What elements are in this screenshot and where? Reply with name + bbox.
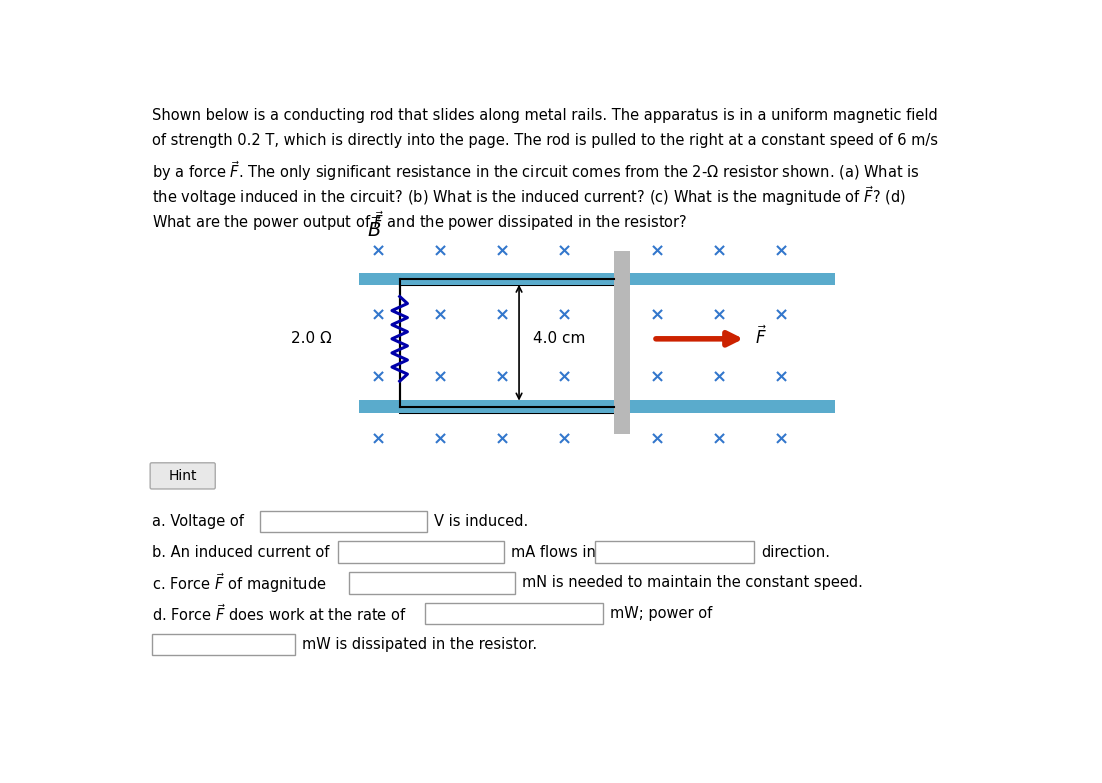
- Text: ×: ×: [649, 368, 665, 386]
- Text: ×: ×: [370, 430, 386, 448]
- Text: ×: ×: [495, 243, 509, 261]
- Text: ×: ×: [495, 307, 509, 325]
- Text: ×: ×: [495, 430, 509, 448]
- Text: 4.0 cm: 4.0 cm: [533, 331, 585, 346]
- Text: $\vec{F}$: $\vec{F}$: [756, 325, 767, 348]
- Text: ×: ×: [712, 307, 726, 325]
- Text: mW; power of: mW; power of: [611, 606, 713, 621]
- Text: ×: ×: [649, 307, 665, 325]
- FancyBboxPatch shape: [150, 463, 215, 489]
- Text: b. An induced current of: b. An induced current of: [152, 545, 329, 560]
- Text: ×: ×: [370, 307, 386, 325]
- Text: ×: ×: [370, 243, 386, 261]
- Text: ×: ×: [432, 430, 447, 448]
- Text: of strength 0.2 T, which is directly into the page. The rod is pulled to the rig: of strength 0.2 T, which is directly int…: [152, 133, 938, 148]
- Text: Shown below is a conducting rod that slides along metal rails. The apparatus is : Shown below is a conducting rod that sli…: [152, 108, 938, 123]
- Bar: [152, 633, 295, 655]
- Text: ×: ×: [432, 307, 447, 325]
- Text: ×: ×: [712, 243, 726, 261]
- Text: ×: ×: [557, 368, 572, 386]
- Text: ×: ×: [649, 430, 665, 448]
- Text: ×: ×: [432, 368, 447, 386]
- Text: ×: ×: [557, 307, 572, 325]
- Text: the voltage induced in the circuit? (b) What is the induced current? (c) What is: the voltage induced in the circuit? (b) …: [152, 184, 906, 208]
- Text: 2.0 Ω: 2.0 Ω: [291, 331, 332, 346]
- Text: ×: ×: [712, 430, 726, 448]
- Text: ×: ×: [557, 430, 572, 448]
- Text: What are the power output of $\vec{F}$ and the power dissipated in the resistor?: What are the power output of $\vec{F}$ a…: [152, 210, 688, 233]
- Text: V is induced.: V is induced.: [434, 514, 528, 529]
- Text: a. Voltage of: a. Voltage of: [152, 514, 244, 529]
- Text: by a force $\vec{F}$. The only significant resistance in the circuit comes from : by a force $\vec{F}$. The only significa…: [152, 159, 919, 182]
- Text: Select an answer  ⌄: Select an answer ⌄: [612, 546, 738, 558]
- Bar: [358, 400, 835, 413]
- Text: ×: ×: [774, 307, 789, 325]
- Text: ×: ×: [495, 368, 509, 386]
- Text: ×: ×: [774, 243, 789, 261]
- Bar: [615, 251, 630, 435]
- Text: direction.: direction.: [761, 545, 831, 560]
- Text: mW is dissipated in the resistor.: mW is dissipated in the resistor.: [302, 637, 537, 652]
- Text: ×: ×: [774, 430, 789, 448]
- Bar: [358, 272, 835, 285]
- Bar: [595, 541, 754, 563]
- Text: ×: ×: [432, 243, 447, 261]
- Text: ×: ×: [712, 368, 726, 386]
- Text: $\vec{B}$: $\vec{B}$: [367, 217, 381, 241]
- Bar: [260, 511, 426, 532]
- Bar: [424, 603, 603, 625]
- Text: Hint: Hint: [169, 469, 197, 483]
- Text: mA flows in: mA flows in: [511, 545, 596, 560]
- Bar: [337, 541, 505, 563]
- Text: ×: ×: [557, 243, 572, 261]
- Text: ×: ×: [774, 368, 789, 386]
- Text: mN is needed to maintain the constant speed.: mN is needed to maintain the constant sp…: [522, 576, 863, 590]
- Bar: [348, 572, 515, 594]
- Text: c. Force $\vec{F}$ of magnitude: c. Force $\vec{F}$ of magnitude: [152, 571, 326, 595]
- Text: ×: ×: [649, 243, 665, 261]
- Text: d. Force $\vec{F}$ does work at the rate of: d. Force $\vec{F}$ does work at the rate…: [152, 603, 407, 624]
- Text: ×: ×: [370, 368, 386, 386]
